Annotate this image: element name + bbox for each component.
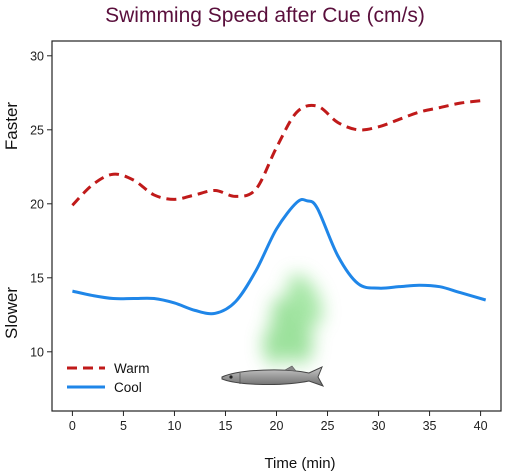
- x-tick-label: 40: [474, 419, 488, 433]
- legend-label-cool: Cool: [114, 380, 142, 395]
- y-axis: 10 15 20 25 30: [30, 49, 52, 359]
- series-line-warm: [71, 98, 486, 207]
- y-tick-label: 25: [30, 123, 44, 137]
- x-tick-label: 0: [69, 419, 76, 433]
- x-tick-label: 20: [270, 419, 284, 433]
- chart-title: Swimming Speed after Cue (cm/s): [105, 4, 425, 27]
- series-line-cool: [72, 197, 487, 316]
- x-tick-label: 10: [168, 419, 182, 433]
- y-axis-label-faster: Faster: [2, 102, 21, 151]
- series-line-cool: [72, 197, 487, 316]
- x-axis-label: Time (min): [264, 455, 335, 472]
- y-axis-label-slower: Slower: [2, 287, 21, 339]
- x-tick-label: 30: [372, 419, 386, 433]
- y-tick-label: 20: [30, 197, 44, 211]
- y-tick-label: 15: [30, 271, 44, 285]
- cue-plume-illustration: [263, 273, 323, 365]
- x-tick-label: 15: [219, 419, 233, 433]
- series-line-warm: [71, 98, 486, 207]
- x-tick-label: 35: [423, 419, 437, 433]
- x-tick-label: 5: [120, 419, 127, 433]
- x-tick-label: 25: [321, 419, 335, 433]
- x-axis: 0 5 10 15 20 25 30 35 40: [69, 411, 488, 433]
- y-tick-label: 10: [30, 345, 44, 359]
- legend: Warm Cool: [67, 361, 150, 395]
- legend-label-warm: Warm: [114, 361, 150, 376]
- fish-icon: [221, 365, 325, 387]
- y-tick-label: 30: [30, 49, 44, 63]
